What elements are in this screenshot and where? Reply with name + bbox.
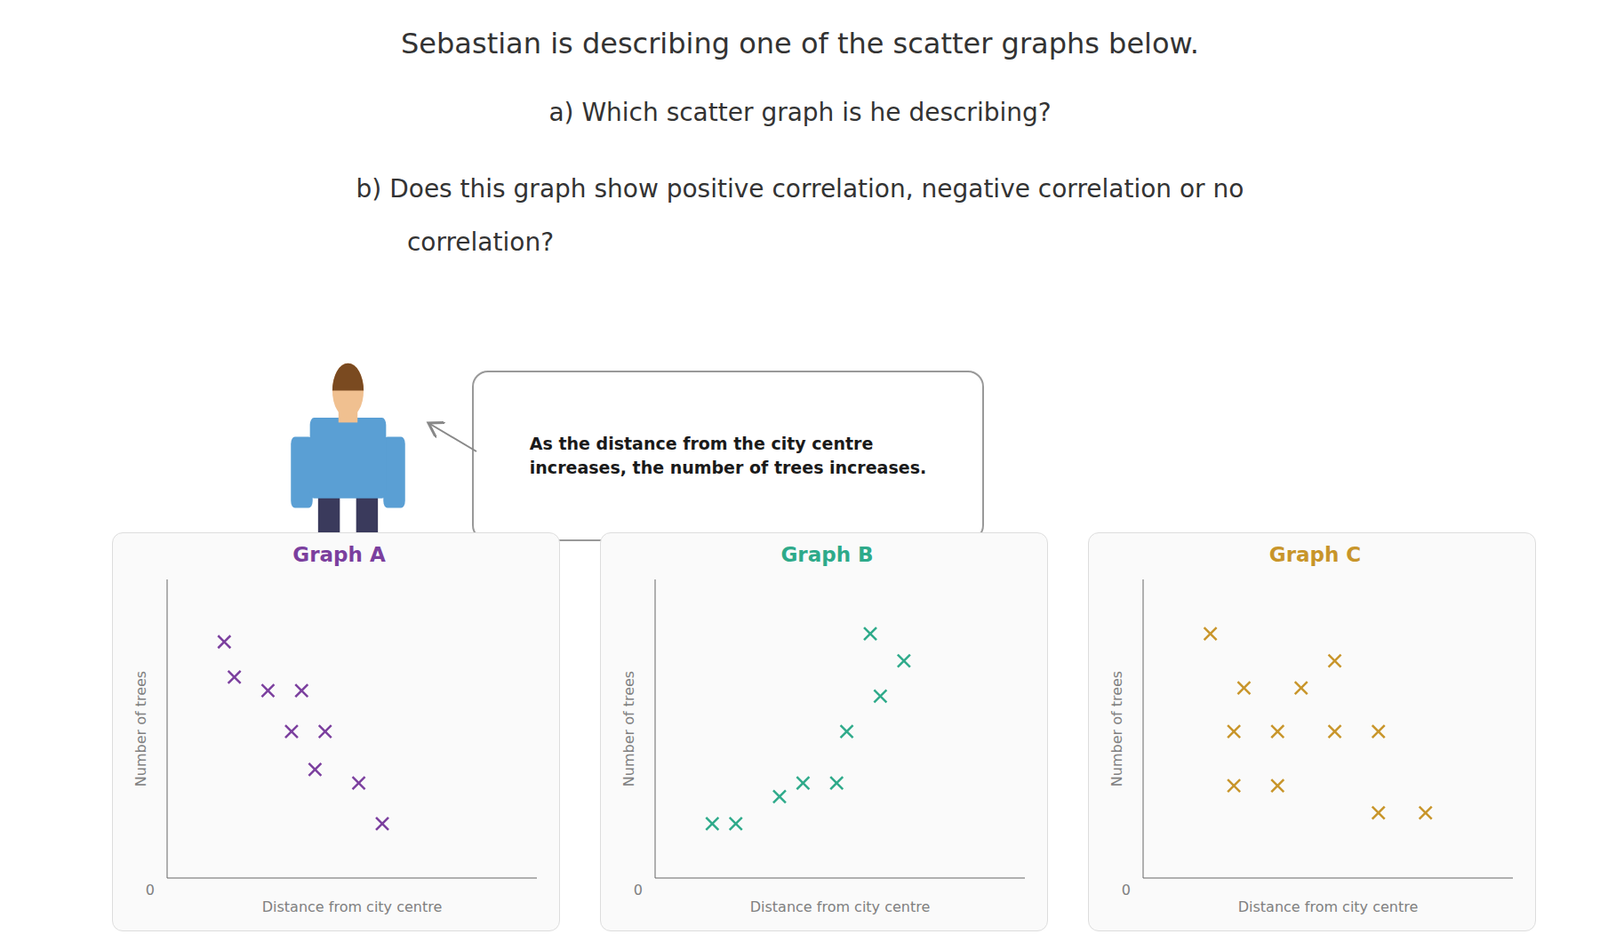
html-text:As the distance from the city: As the distance from the city centre inc…	[529, 434, 927, 478]
svg-text:Distance from city centre: Distance from city centre	[262, 898, 443, 916]
html-text:Sebastian is describing one of: Sebastian is describing one of the scatt…	[400, 26, 1200, 61]
svg-text:Distance from city centre: Distance from city centre	[750, 898, 931, 916]
svg-text:0: 0	[145, 881, 155, 899]
svg-text:Number of trees: Number of trees	[620, 671, 638, 787]
svg-text:0: 0	[633, 881, 643, 899]
html-text:a) Which scatter graph is he d: a) Which scatter graph is he describing?	[548, 97, 1052, 128]
svg-text:Distance from city centre: Distance from city centre	[1238, 898, 1419, 916]
html-text:Graph A: Graph A	[292, 543, 386, 567]
html-text:b) Does this graph show positi: b) Does this graph show positive correla…	[356, 174, 1244, 204]
html-text:correlation?: correlation?	[320, 227, 554, 257]
svg-text:0: 0	[1121, 881, 1131, 899]
svg-text:Number of trees: Number of trees	[1108, 671, 1126, 787]
html-text:Graph C: Graph C	[1269, 543, 1362, 567]
svg-text:Number of trees: Number of trees	[132, 671, 150, 787]
html-text:Graph B: Graph B	[780, 543, 874, 567]
